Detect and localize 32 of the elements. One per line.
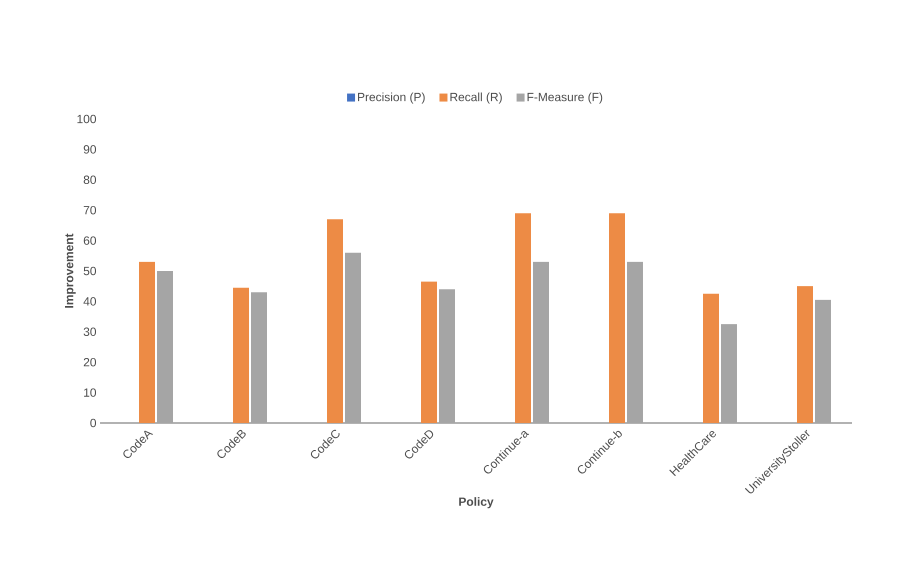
legend-label: F-Measure (F)	[528, 92, 602, 104]
bar	[797, 286, 813, 423]
y-tick-label: 10	[84, 388, 96, 397]
bar	[438, 289, 455, 423]
bar	[139, 262, 156, 423]
legend-label: Precision (P)	[358, 92, 425, 104]
bar	[157, 270, 173, 423]
bar	[327, 219, 344, 423]
bar	[233, 288, 250, 423]
y-axis-title: Improvement	[65, 234, 76, 308]
y-tick-label: 80	[84, 176, 96, 184]
y-tick-label: 60	[84, 236, 96, 245]
bar	[421, 282, 438, 423]
bar	[515, 213, 532, 423]
y-tick-label: 0	[90, 418, 96, 428]
y-tick-label: 70	[84, 206, 96, 214]
bar	[609, 213, 626, 423]
x-axis-title: Policy	[459, 497, 494, 508]
bar	[703, 294, 719, 423]
bar	[345, 252, 361, 423]
y-tick-label: 40	[83, 297, 96, 306]
bar	[532, 262, 549, 423]
bar	[626, 262, 643, 423]
y-tick-label: 30	[84, 328, 96, 336]
bar	[720, 324, 737, 423]
bar	[814, 300, 831, 423]
y-tick-label: 20	[84, 358, 96, 366]
bar	[251, 292, 267, 423]
y-tick-label: 90	[84, 145, 96, 154]
legend-label: Recall (R)	[450, 92, 502, 104]
y-tick-label: 100	[77, 114, 96, 124]
y-tick-label: 50	[84, 266, 96, 276]
